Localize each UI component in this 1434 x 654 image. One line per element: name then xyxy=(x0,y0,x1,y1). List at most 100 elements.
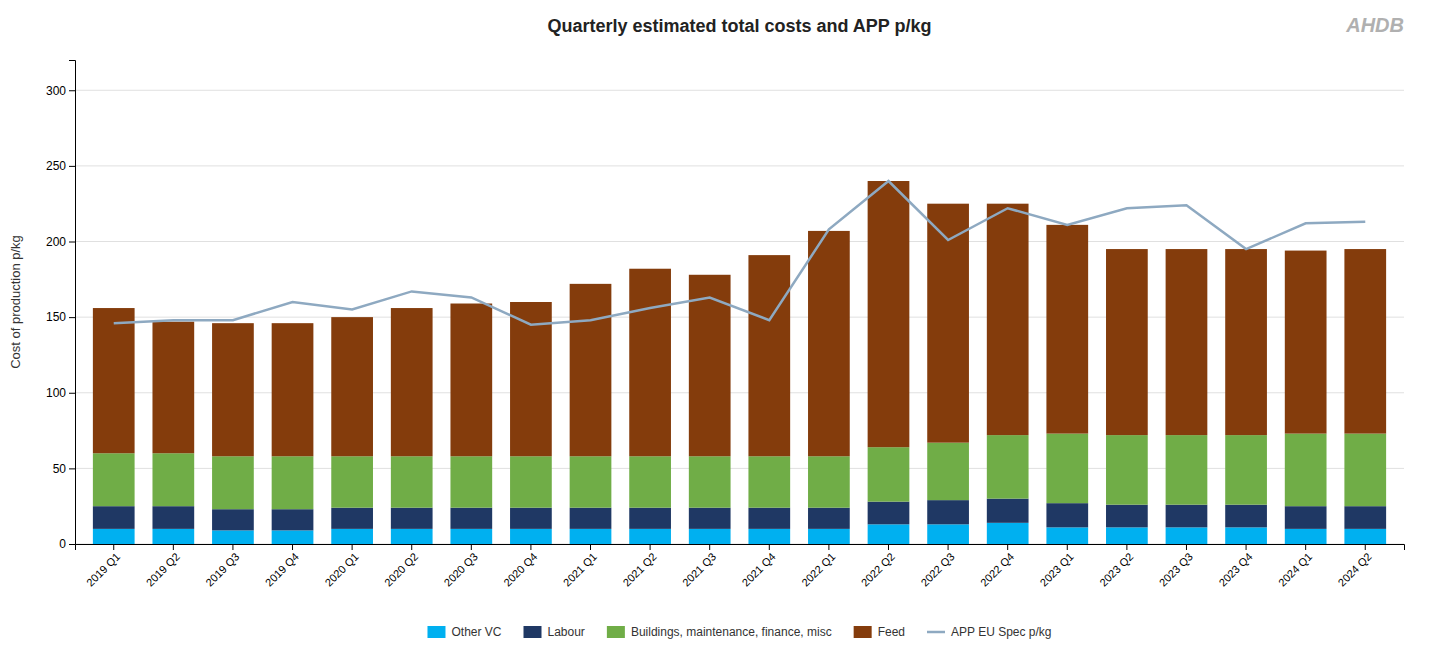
x-tick-label: 2021 Q1 xyxy=(561,550,599,588)
x-tick-mark xyxy=(173,544,174,550)
bar xyxy=(629,456,671,507)
y-tick-label: 150 xyxy=(46,310,66,324)
bar xyxy=(808,456,850,507)
grid-line xyxy=(75,241,1404,242)
y-tick-mark xyxy=(69,317,75,318)
bar xyxy=(1344,434,1386,507)
x-tick: 2021 Q1 xyxy=(561,544,599,589)
bar xyxy=(152,453,194,506)
x-tick-mark xyxy=(709,544,710,550)
x-tick: 2019 Q2 xyxy=(144,544,182,589)
bar xyxy=(689,508,731,529)
legend-label: Buildings, maintenance, finance, misc xyxy=(631,625,832,639)
bar xyxy=(450,304,492,457)
x-tick-label: 2019 Q2 xyxy=(144,550,182,588)
x-tick: 2021 Q4 xyxy=(740,544,778,589)
x-tick-mark xyxy=(530,544,531,550)
y-tick: 300 xyxy=(46,84,75,98)
bar xyxy=(1344,529,1386,544)
x-tick-label: 2022 Q3 xyxy=(918,550,956,588)
bar xyxy=(689,456,731,507)
y-tick-label: 300 xyxy=(46,84,66,98)
x-tick: 2020 Q2 xyxy=(382,544,420,589)
x-tick: 2021 Q3 xyxy=(680,544,718,589)
title: Quarterly estimated total costs and APP … xyxy=(547,16,931,36)
x-tick-label: 2019 Q4 xyxy=(263,550,301,588)
bar xyxy=(272,530,314,544)
x-tick-mark xyxy=(769,544,770,550)
bar xyxy=(1285,529,1327,544)
bar xyxy=(93,308,135,453)
legend-label: Feed xyxy=(878,625,905,639)
x-tick-label: 2021 Q2 xyxy=(620,550,658,588)
x-tick-mark xyxy=(1186,544,1187,550)
x-tick-mark xyxy=(1126,544,1127,550)
bar xyxy=(212,509,254,530)
y-tick: 250 xyxy=(46,159,75,173)
x-tick: 2020 Q1 xyxy=(322,544,360,589)
y-axis: 050100150200250300 xyxy=(46,61,76,552)
bar xyxy=(272,456,314,509)
bar xyxy=(1106,249,1148,435)
plot: 0501001502002503002019 Q12019 Q22019 Q32… xyxy=(46,61,1405,589)
x-tick-label: 2022 Q2 xyxy=(859,550,897,588)
bar xyxy=(987,523,1029,544)
bar xyxy=(629,529,671,544)
x-tick: 2024 Q2 xyxy=(1335,544,1373,589)
marks xyxy=(93,181,1386,544)
x-tick: 2022 Q4 xyxy=(978,544,1016,589)
bar xyxy=(987,435,1029,499)
bar xyxy=(868,181,910,447)
x-tick-label: 2020 Q1 xyxy=(322,550,360,588)
x-tick-label: 2023 Q3 xyxy=(1157,550,1195,588)
bar xyxy=(927,524,969,544)
bar xyxy=(748,508,790,529)
bar xyxy=(331,317,373,456)
x-tick-label: 2022 Q1 xyxy=(799,550,837,588)
x-tick-mark xyxy=(650,544,651,550)
bar xyxy=(391,456,433,507)
bar xyxy=(272,323,314,456)
x-tick-mark xyxy=(948,544,949,550)
bar xyxy=(808,508,850,529)
y-tick-mark xyxy=(69,393,75,394)
y-tick-label: 50 xyxy=(53,462,67,476)
bar xyxy=(1106,435,1148,505)
x-axis: 2019 Q12019 Q22019 Q32019 Q42020 Q12020 … xyxy=(76,544,1405,589)
x-tick-label: 2019 Q3 xyxy=(203,550,241,588)
y-tick-mark xyxy=(69,544,75,545)
bar xyxy=(1166,505,1208,528)
x-tick-label: 2020 Q4 xyxy=(501,550,539,588)
legend-label: Other VC xyxy=(451,625,501,639)
legend-swatch xyxy=(524,626,542,638)
bar xyxy=(1344,249,1386,434)
bar xyxy=(93,529,135,544)
bar xyxy=(1046,527,1088,544)
bar xyxy=(808,231,850,456)
y-tick: 50 xyxy=(53,462,75,476)
y-tick-label: 250 xyxy=(46,159,66,173)
y-tick: 0 xyxy=(59,537,75,551)
bar xyxy=(1225,527,1267,544)
legend-swatch xyxy=(607,626,625,638)
legend-label: APP EU Spec p/kg xyxy=(951,625,1052,639)
legend-item: Buildings, maintenance, finance, misc xyxy=(607,625,832,639)
x-tick-mark xyxy=(232,544,233,550)
y-tick-mark xyxy=(69,166,75,167)
legend-item: APP EU Spec p/kg xyxy=(927,625,1052,639)
bar xyxy=(1106,527,1148,544)
x-tick-mark xyxy=(888,544,889,550)
x-tick-mark xyxy=(1305,544,1306,550)
y-tick-mark xyxy=(69,468,75,469)
x-tick: 2022 Q1 xyxy=(799,544,837,589)
y-tick-mark xyxy=(69,90,75,91)
x-tick-label: 2023 Q4 xyxy=(1216,550,1254,588)
bar xyxy=(1166,527,1208,544)
grid-line xyxy=(75,90,1404,91)
x-tick: 2024 Q1 xyxy=(1276,544,1314,589)
x-tick-label: 2021 Q3 xyxy=(680,550,718,588)
legend-label: Labour xyxy=(548,625,585,639)
bar xyxy=(748,255,790,456)
x-tick-label: 2023 Q2 xyxy=(1097,550,1135,588)
legend-item: Feed xyxy=(854,625,905,639)
